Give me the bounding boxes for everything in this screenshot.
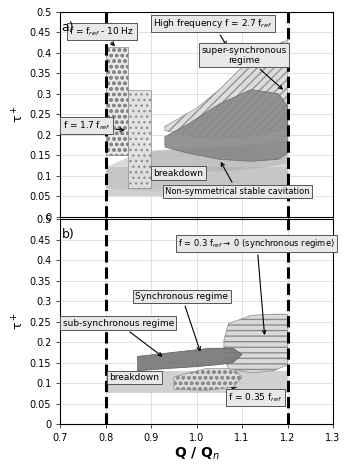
Polygon shape xyxy=(142,141,287,171)
Text: f = 1.7 f$_{ref}$: f = 1.7 f$_{ref}$ xyxy=(63,119,124,132)
Polygon shape xyxy=(106,47,128,155)
Polygon shape xyxy=(106,145,287,193)
Polygon shape xyxy=(165,89,287,161)
Text: breakdown: breakdown xyxy=(154,169,204,178)
Polygon shape xyxy=(224,314,287,373)
Text: a): a) xyxy=(62,21,75,34)
Text: super-synchronous
regime: super-synchronous regime xyxy=(202,46,287,89)
Text: b): b) xyxy=(62,228,75,241)
Text: f = f$_{ref}$ - 10 Hz: f = f$_{ref}$ - 10 Hz xyxy=(69,25,135,46)
Text: sub-synchronous regime: sub-synchronous regime xyxy=(63,319,174,356)
Text: breakdown: breakdown xyxy=(109,373,159,382)
Polygon shape xyxy=(106,371,287,393)
Text: f = 0.3 f$_{ref}$$\rightarrow$ 0 (synchronous regime): f = 0.3 f$_{ref}$$\rightarrow$ 0 (synchr… xyxy=(178,237,335,334)
Polygon shape xyxy=(128,89,151,188)
Polygon shape xyxy=(165,41,287,139)
Text: Non-symmetrical stable cavitation: Non-symmetrical stable cavitation xyxy=(165,163,309,196)
Y-axis label: τ$^+$: τ$^+$ xyxy=(12,105,27,123)
Polygon shape xyxy=(138,348,242,371)
Y-axis label: τ$^+$: τ$^+$ xyxy=(12,313,27,330)
Polygon shape xyxy=(174,369,242,391)
Text: Synchronous regime: Synchronous regime xyxy=(135,292,228,350)
Polygon shape xyxy=(106,167,287,196)
X-axis label: Q / Q$_n$: Q / Q$_n$ xyxy=(174,446,220,462)
Text: High frequency f = 2.7 f$_{ref}$: High frequency f = 2.7 f$_{ref}$ xyxy=(154,17,273,45)
Text: f = 0.35 f$_{ref}$: f = 0.35 f$_{ref}$ xyxy=(228,388,283,404)
